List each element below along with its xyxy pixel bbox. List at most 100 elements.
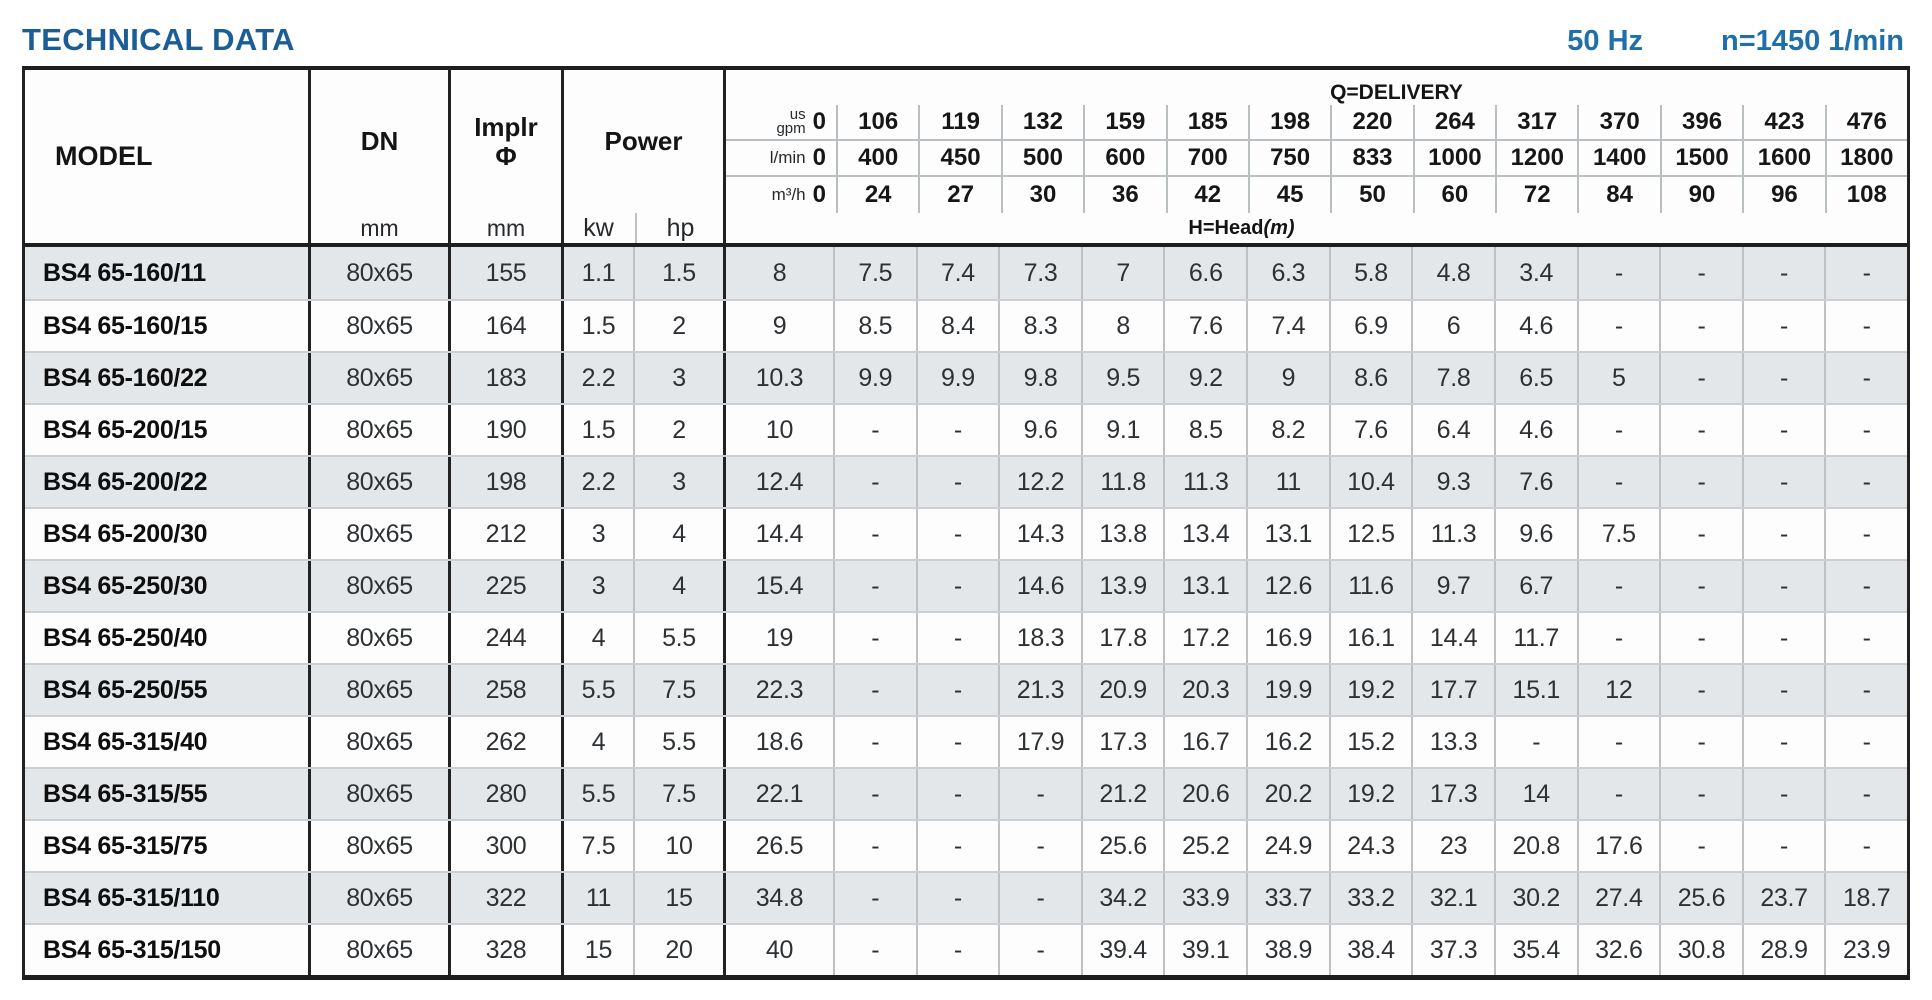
head-value-cell: 7.3 xyxy=(998,247,1081,299)
power-hp-label: hp xyxy=(634,213,725,243)
head-value-cell: - xyxy=(998,821,1081,871)
head-value-cell: 18.3 xyxy=(998,613,1081,663)
head-value-cell: 38.4 xyxy=(1328,925,1412,975)
head-value-cell: - xyxy=(1659,769,1742,819)
impeller-cell: 322 xyxy=(448,873,561,923)
head-value-cell: - xyxy=(1741,509,1825,559)
head-value-cell: - xyxy=(1576,769,1660,819)
dn-cell: 80x65 xyxy=(308,925,448,975)
head-value-cell: 27.4 xyxy=(1576,873,1660,923)
model-cell: BS4 65-250/55 xyxy=(43,675,208,704)
dn-cell: 80x65 xyxy=(308,717,448,767)
head-value-cell: 8.5 xyxy=(833,301,916,351)
head-value-cell: 21.2 xyxy=(1080,769,1164,819)
kw-cell: 2.2 xyxy=(561,353,633,403)
head-value-cell: 6.5 xyxy=(1493,353,1577,403)
head-value-cell: 24.9 xyxy=(1246,821,1329,871)
head-value-cell: 9.2 xyxy=(1163,353,1246,403)
flow-value-cell: 60 xyxy=(1412,177,1495,213)
flow-value-cell: 36 xyxy=(1083,177,1165,213)
head-value-cell: 17.2 xyxy=(1163,613,1246,663)
head-value-cell: - xyxy=(915,925,999,975)
head-value-cell: - xyxy=(1824,509,1907,559)
kw-cell: 2.2 xyxy=(561,457,633,507)
head-value-cell: 17.3 xyxy=(1411,769,1494,819)
flow-value-cell: 30 xyxy=(1000,177,1083,213)
table-row: BS4 65-250/40 80x65 244 4 5.5 19- -18.3 17.8 17.… xyxy=(25,611,1907,663)
flow-value-cell: 423 xyxy=(1742,105,1824,139)
head-value-cell: 25.6 xyxy=(1659,873,1742,923)
impeller-cell: 258 xyxy=(448,665,561,715)
head-value-cell: 22.3 xyxy=(723,665,833,715)
dn-cell: 80x65 xyxy=(308,821,448,871)
head-value-cell: - xyxy=(1824,613,1907,663)
hp-cell: 20 xyxy=(633,925,723,975)
flow-unit-label: m³/h xyxy=(771,184,806,204)
head-value-cell: 9.3 xyxy=(1411,457,1494,507)
head-value-cell: - xyxy=(1576,301,1660,351)
head-value-cell: 3.4 xyxy=(1493,247,1577,299)
head-value-cell: - xyxy=(1741,769,1825,819)
head-value-cell: 11.3 xyxy=(1163,457,1246,507)
head-value-cell: - xyxy=(1659,561,1742,611)
dn-column-header: DN mm xyxy=(308,70,448,243)
head-value-cell: 17.8 xyxy=(1080,613,1164,663)
head-title-label: H=Head(m) xyxy=(1188,217,1294,240)
hp-cell: 2 xyxy=(633,405,723,455)
impeller-unit-label: mm xyxy=(486,214,526,241)
head-value-cell: 9.6 xyxy=(998,405,1081,455)
flow-value-cell: 108 xyxy=(1824,177,1907,213)
head-value-cell: 13.4 xyxy=(1163,509,1246,559)
impeller-cell: 183 xyxy=(448,353,561,403)
head-value-cell: - xyxy=(1576,247,1660,299)
hp-cell: 3 xyxy=(633,353,723,403)
hp-cell: 1.5 xyxy=(633,247,723,299)
delivery-title-row: Q=DELIVERY xyxy=(726,70,1907,105)
dn-header-label: DN xyxy=(360,126,399,157)
power-kw-label: kw xyxy=(583,213,614,242)
head-value-cell: - xyxy=(1576,457,1660,507)
head-value-cell: 9.8 xyxy=(998,353,1081,403)
head-value-cell: 15.2 xyxy=(1328,717,1412,767)
page-title: TECHNICAL DATA xyxy=(22,22,295,57)
head-value-cell: - xyxy=(915,613,999,663)
model-cell: BS4 65-250/30 xyxy=(43,571,208,600)
head-value-cell: 17.9 xyxy=(998,717,1081,767)
flow-zero-value: 0 xyxy=(812,144,826,171)
flow-value-cell: 50 xyxy=(1330,177,1412,213)
head-value-cell: - xyxy=(1659,613,1742,663)
flow-value-cell: 96 xyxy=(1742,177,1824,213)
head-value-cell: - xyxy=(998,925,1081,975)
head-value-cell: 30.8 xyxy=(1659,925,1742,975)
head-value-cell: 33.9 xyxy=(1163,873,1246,923)
head-value-cell: 10.4 xyxy=(1328,457,1412,507)
flow-zero-value: 0 xyxy=(812,181,826,208)
flow-unit-label-cell: us gpm 0 xyxy=(726,105,836,139)
head-value-cell: 25.2 xyxy=(1163,821,1246,871)
flow-value-cell: 700 xyxy=(1165,141,1248,175)
head-value-cell: - xyxy=(1576,561,1660,611)
table-row: BS4 65-160/22 80x65 183 2.2 3 10.3 9.9 9.9 9.8 9.… xyxy=(25,351,1907,403)
head-value-cell: - xyxy=(1824,353,1907,403)
head-value-cell: 11.6 xyxy=(1328,561,1412,611)
delivery-title-label: Q=DELIVERY xyxy=(1330,81,1463,104)
head-value-cell: 20.8 xyxy=(1493,821,1577,871)
impeller-cell: 164 xyxy=(448,301,561,351)
head-value-cell: 6.9 xyxy=(1328,301,1412,351)
technical-data-table: MODEL DN mm Implr Φ mm xyxy=(22,66,1910,980)
head-value-cell: - xyxy=(833,457,916,507)
head-value-cell: 11.3 xyxy=(1411,509,1494,559)
model-column-header: MODEL xyxy=(25,70,308,243)
head-value-cell: - xyxy=(1493,717,1577,767)
model-cell: BS4 65-160/15 xyxy=(43,311,208,340)
head-value-cell: 5 xyxy=(1576,353,1660,403)
head-value-cell: 9.7 xyxy=(1411,561,1494,611)
impeller-diameter-symbol: Φ xyxy=(495,140,517,171)
flow-value-cell: 750 xyxy=(1247,141,1330,175)
head-value-cell: - xyxy=(833,405,916,455)
head-value-cell: - xyxy=(833,873,916,923)
head-value-cell: - xyxy=(1824,247,1907,299)
head-value-cell: 8.3 xyxy=(998,301,1081,351)
kw-cell: 3 xyxy=(561,509,633,559)
